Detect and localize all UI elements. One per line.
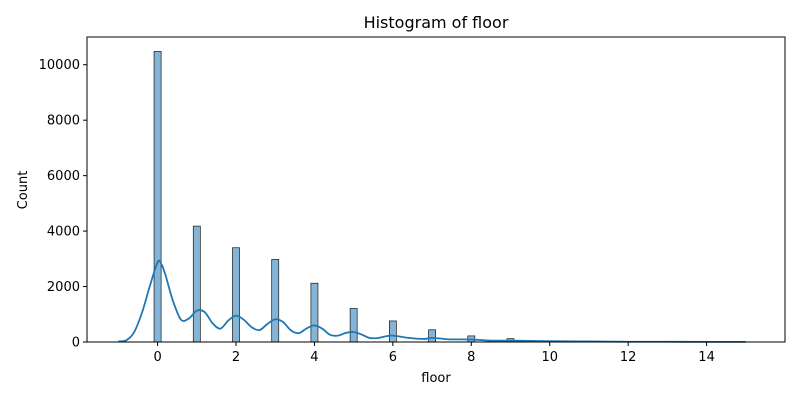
chart-title: Histogram of floor (364, 13, 509, 32)
y-tick-label: 6000 (47, 169, 80, 184)
histogram-bar (232, 247, 240, 343)
x-tick-label: 2 (232, 350, 240, 365)
x-tick-label: 14 (698, 350, 715, 365)
histogram-bar (388, 320, 397, 343)
x-axis: 0 2 4 6 8 10 12 14 (153, 342, 715, 365)
x-tick-label: 12 (620, 350, 637, 365)
histogram-bar (153, 51, 162, 343)
y-tick-label: 4000 (47, 225, 80, 240)
histogram-bar (349, 308, 358, 343)
plot-frame (86, 36, 786, 343)
kde-line (118, 259, 746, 343)
y-tick-label: 2000 (47, 280, 80, 295)
y-axis: 0 2000 4000 6000 8000 10000 (39, 58, 87, 351)
histogram-bar (192, 225, 201, 343)
y-tick-label: 0 (72, 336, 80, 351)
histogram-bar (428, 329, 436, 343)
kde-layer (118, 259, 746, 343)
histogram-bar (310, 282, 319, 343)
x-tick-label: 0 (153, 350, 161, 365)
y-tick-label: 8000 (47, 114, 80, 129)
x-tick-label: 10 (541, 350, 558, 365)
y-axis-label: Count (16, 171, 31, 210)
x-tick-label: 6 (389, 350, 397, 365)
x-tick-label: 4 (310, 350, 318, 365)
x-tick-label: 8 (467, 350, 475, 365)
x-axis-label: floor (421, 371, 451, 386)
histogram-bar (271, 259, 280, 343)
y-tick-label: 10000 (39, 58, 80, 73)
